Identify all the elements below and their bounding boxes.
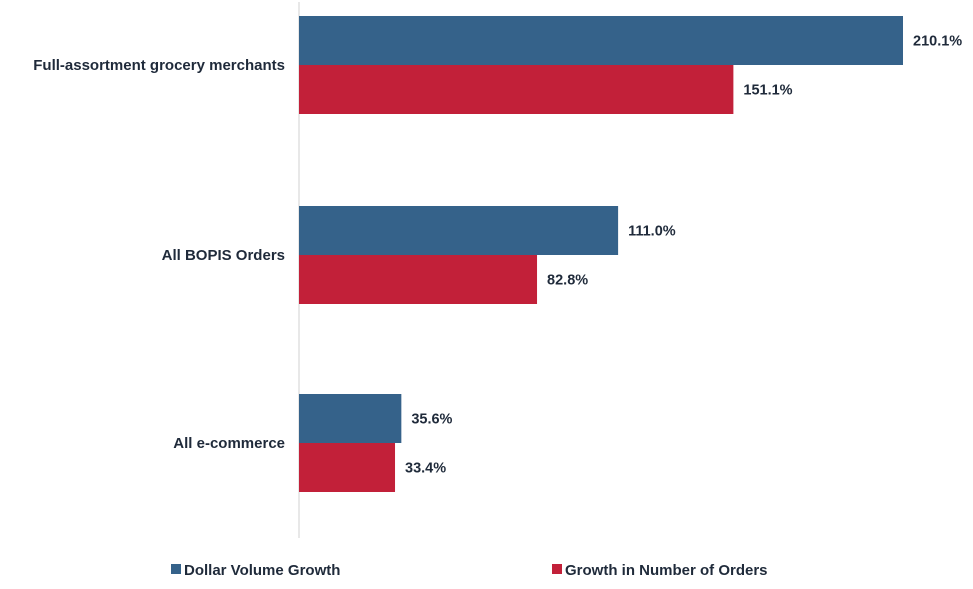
category-label-all-e-commerce: All e-commerce [173, 435, 285, 452]
bars [299, 16, 903, 492]
category-label-all-bopis-orders: All BOPIS Orders [162, 247, 285, 264]
legend-swatch-dollar-volume-growth [171, 564, 181, 574]
bar-growth-in-number-of-orders-all-bopis-orders [299, 255, 538, 304]
bar-dollar-volume-growth-all-e-commerce [299, 394, 402, 443]
value-label-dollar-volume-growth-all-bopis-orders: 111.0% [628, 224, 676, 240]
legend-label-dollar-volume-growth: Dollar Volume Growth [184, 562, 340, 579]
value-label-dollar-volume-growth-all-e-commerce: 35.6% [411, 412, 452, 428]
legend-swatch-growth-in-number-of-orders [552, 564, 562, 574]
legend-label-growth-in-number-of-orders: Growth in Number of Orders [565, 562, 768, 579]
legend: Dollar Volume Growth Growth in Number of… [171, 562, 768, 579]
category-label-full-assortment-grocery-merchants: Full-assortment grocery merchants [33, 57, 285, 74]
bar-growth-in-number-of-orders-full-assortment-grocery-merchants [299, 65, 734, 114]
bar-dollar-volume-growth-all-bopis-orders [299, 206, 619, 255]
category-labels: Full-assortment grocery merchants All BOP… [33, 57, 285, 452]
value-label-growth-in-number-of-orders-all-e-commerce: 33.4% [405, 461, 446, 477]
bar-growth-in-number-of-orders-all-e-commerce [299, 443, 396, 492]
value-label-dollar-volume-growth-full-assortment-grocery-merchants: 210.1% [913, 34, 962, 50]
value-labels: 210.1% 151.1% 111.0% 82.8% 35.6% 33.4% [405, 34, 962, 477]
value-label-growth-in-number-of-orders-full-assortment-grocery-merchants: 151.1% [743, 83, 792, 99]
value-label-growth-in-number-of-orders-all-bopis-orders: 82.8% [547, 273, 588, 289]
bar-dollar-volume-growth-full-assortment-grocery-merchants [299, 16, 903, 65]
